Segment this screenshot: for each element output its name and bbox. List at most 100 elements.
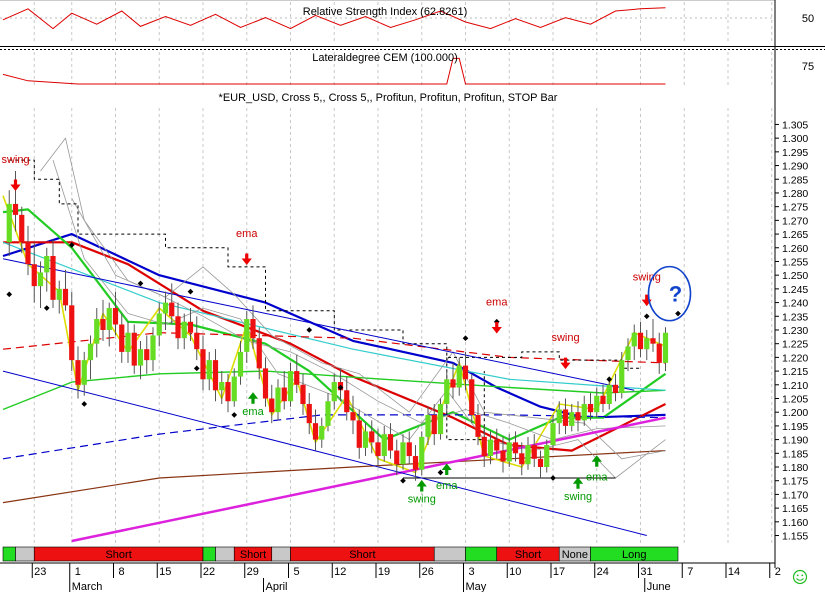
candle	[481, 425, 487, 468]
x-tick-label: 29	[247, 566, 259, 578]
signal-annotations: swingemaemaemaswingswingemaswingemaswing…	[1, 154, 692, 506]
candle	[462, 351, 469, 391]
pivot-dot	[675, 310, 681, 317]
candle	[262, 357, 269, 407]
pivot-dot	[643, 313, 650, 320]
pivot-dot	[81, 401, 88, 407]
y-tick-label: 1.220	[782, 352, 808, 364]
candle-body	[631, 332, 637, 347]
candle	[56, 280, 62, 314]
candle-body	[69, 305, 75, 361]
indicator-line-7	[2, 450, 666, 504]
y-tick-label: 1.265	[782, 229, 808, 241]
candle-body	[612, 384, 619, 394]
zone-long	[590, 546, 679, 562]
annotation-label: swing	[551, 332, 579, 344]
candle	[437, 398, 444, 440]
candle-body	[275, 387, 281, 413]
candle-body	[425, 414, 431, 437]
smiley-icon[interactable]	[792, 569, 808, 585]
candle-body	[462, 365, 469, 380]
candle	[319, 417, 325, 448]
candle	[350, 395, 356, 435]
candle-body	[625, 346, 631, 361]
candle	[44, 247, 50, 292]
price-panel: *EUR_USD, Cross 5,, Cross 5,, Profitun, …	[1, 0, 808, 568]
month-label: April	[266, 581, 288, 592]
candle-body	[94, 319, 100, 344]
candle	[344, 376, 350, 421]
candle-body	[287, 371, 294, 402]
candle	[656, 332, 662, 374]
candle-body	[37, 272, 44, 287]
indicator-line-11	[71, 198, 666, 441]
candle	[506, 434, 512, 468]
candle-body	[475, 414, 481, 437]
candle	[25, 225, 31, 276]
candle-body	[62, 288, 69, 306]
candle-body	[600, 395, 606, 404]
candle-body	[662, 332, 669, 363]
x-tick-label: 23	[34, 566, 46, 578]
y-tick-label: 1.250	[782, 270, 808, 282]
y-tick-label: 1.190	[782, 435, 808, 447]
y-tick-label: 1.210	[782, 380, 808, 392]
y-tick-label: 1.305	[782, 119, 808, 131]
candle	[225, 373, 231, 413]
zone-label: None	[562, 549, 588, 561]
candle-body	[150, 335, 156, 361]
candle	[469, 373, 475, 424]
candle	[69, 291, 75, 372]
candle-body	[519, 453, 525, 465]
candle	[581, 395, 587, 426]
candle-body	[256, 338, 262, 369]
candle-body	[31, 264, 37, 287]
candle	[569, 403, 575, 432]
down-arrow-icon	[491, 321, 502, 334]
x-tick-label: 24	[597, 566, 609, 578]
up-arrow-icon	[572, 477, 584, 489]
annotation-label: ema	[236, 228, 258, 240]
candle	[162, 291, 169, 330]
candle-body	[362, 431, 369, 448]
candle-body	[262, 368, 269, 399]
candle-body	[656, 343, 662, 363]
candle	[294, 354, 300, 394]
candle-body	[6, 203, 12, 243]
rsi-panel: Relative Strength Index (62.8261) 50	[0, 0, 814, 44]
candle	[444, 371, 450, 413]
x-tick-label: 22	[203, 566, 215, 578]
price-grid	[33, 0, 776, 568]
x-tick-label: 5	[293, 566, 299, 578]
candle	[562, 398, 569, 435]
candle-body	[544, 445, 550, 468]
candle-body	[144, 349, 150, 361]
candle-body	[306, 403, 312, 424]
zone-label: Short	[105, 549, 131, 561]
candle-body	[200, 349, 206, 380]
y-tick-label: 1.275	[782, 202, 808, 214]
candle	[131, 324, 137, 374]
y-tick-label: 1.290	[782, 161, 808, 173]
candle-body	[506, 442, 512, 462]
candle-body	[12, 203, 19, 215]
candle	[150, 327, 156, 372]
rsi-title: Relative Strength Index (62.8261)	[303, 6, 468, 18]
x-tick-label: 12	[334, 566, 346, 578]
candle	[362, 423, 369, 457]
candle-body	[531, 445, 537, 459]
x-tick-label: 15	[159, 566, 171, 578]
zone-long	[202, 546, 216, 562]
x-tick-label: 10	[509, 566, 521, 578]
indicator-line-12	[9, 159, 641, 369]
candle-body	[244, 319, 250, 352]
candle	[81, 351, 87, 396]
candle-body	[137, 349, 144, 366]
candle	[169, 283, 175, 325]
candle-body	[19, 214, 25, 243]
candle	[356, 409, 362, 459]
cem-panel: Lateraldegree CEM (100.000) 75	[2, 52, 814, 86]
candle	[519, 442, 525, 476]
down-arrow-icon	[641, 294, 652, 307]
